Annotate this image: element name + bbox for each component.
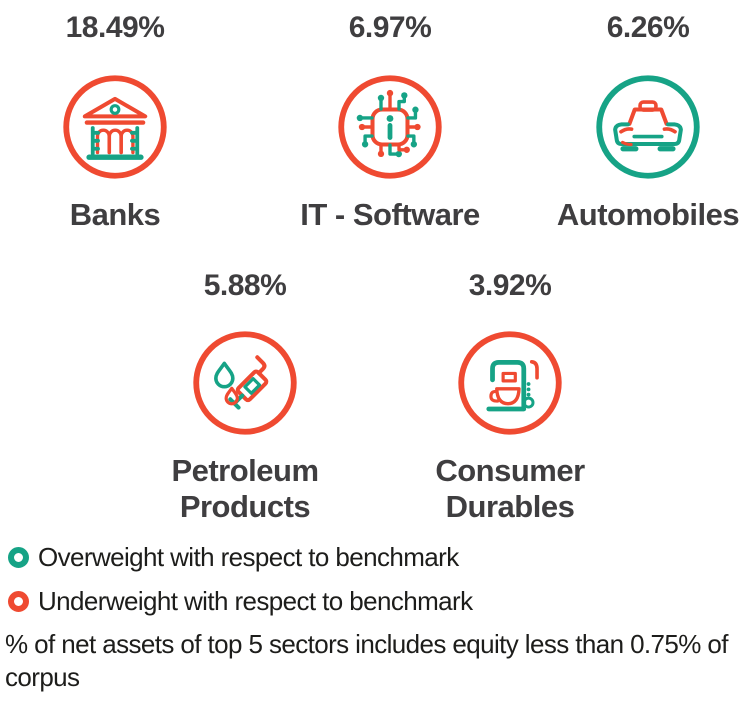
sector-it-software: 6.97% IT - Software [270,10,510,233]
bank-icon [62,74,168,180]
overweight-ring-icon [8,546,29,568]
sector-banks: 18.49% Banks [0,10,235,233]
legend: Overweight with respect to benchmark Und… [8,540,473,618]
sector-label: Automobiles [556,197,740,232]
sector-label: IT - Software [300,197,480,232]
sector-label: Petroleum Products [171,453,319,524]
legend-item-overweight: Overweight with respect to benchmark [8,540,472,574]
sector-label: Consumer Durables [435,453,585,524]
legend-item-underweight: Underweight with respect to benchmark [8,584,473,618]
sector-percentage: 6.97% [348,11,432,44]
coffee-machine-icon [457,330,563,436]
footnote: % of net assets of top 5 sectors include… [5,629,729,692]
sector-automobiles: 6.26% Automobiles [528,10,751,233]
sector-consumer-durables: 3.92% Consumer Durables [390,268,630,525]
legend-label: Underweight with respect to benchmark [38,585,473,616]
sector-label: Banks [69,197,161,232]
sector-percentage: 6.26% [606,11,690,44]
fuel-nozzle-icon [192,330,298,436]
underweight-ring-icon [8,590,29,612]
sector-petroleum-products: 5.88% Petroleum Products [125,268,365,525]
chip-icon [337,74,443,180]
sector-percentage: 18.49% [65,11,165,44]
legend-label: Overweight with respect to benchmark [38,541,459,572]
sector-percentage: 5.88% [203,269,287,302]
car-icon [595,74,701,180]
sector-percentage: 3.92% [468,269,552,302]
